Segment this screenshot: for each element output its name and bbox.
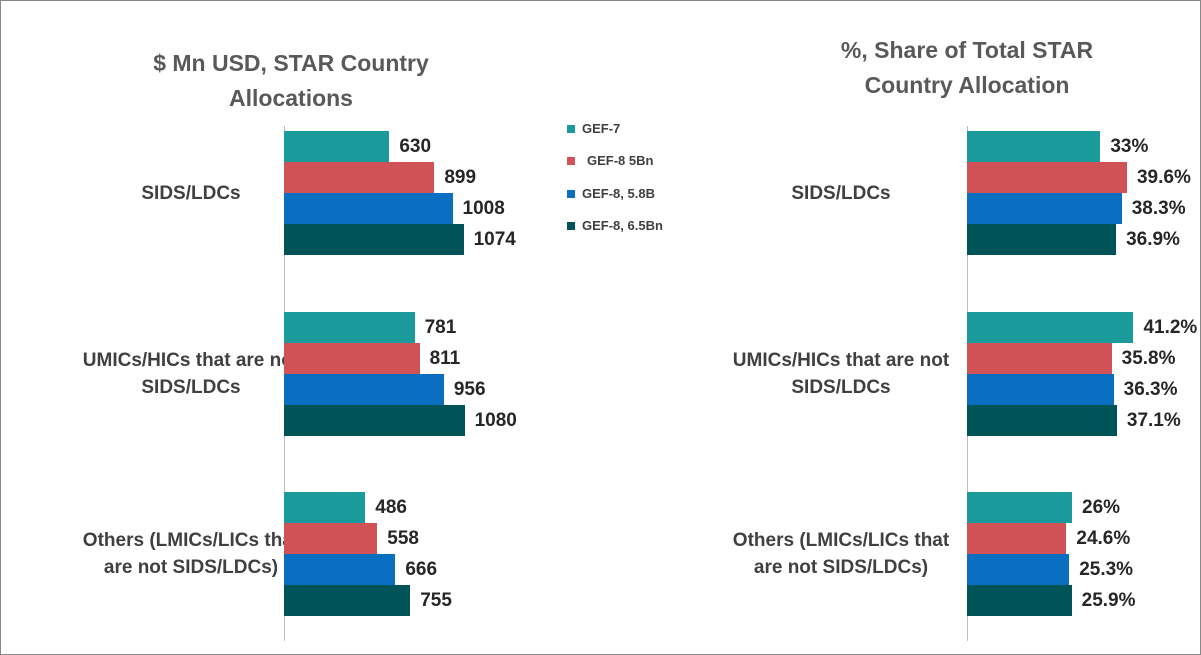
bar	[284, 193, 453, 224]
bar	[967, 374, 1114, 405]
bar	[284, 554, 396, 585]
value-label: 41.2%	[1143, 317, 1198, 338]
value-label: 899	[444, 167, 477, 188]
value-label: 36.9%	[1126, 229, 1180, 250]
bar	[284, 374, 444, 405]
bar	[284, 492, 366, 523]
bar	[967, 405, 1117, 436]
legend-label: GEF-8 5Bn	[587, 153, 654, 168]
value-label: 25.9%	[1081, 590, 1136, 611]
bar	[284, 585, 411, 616]
bar	[967, 312, 1134, 343]
value-label: 38.3%	[1131, 198, 1186, 219]
value-label: 811	[429, 348, 461, 369]
legend-label: GEF-8, 5.8B	[582, 186, 655, 201]
category-label: Others (LMICs/LICs that are not SIDS/LDC…	[82, 530, 300, 578]
chart-title: $ Mn USD, STAR Country Allocations	[153, 50, 429, 111]
value-label: 486	[375, 497, 407, 518]
bar	[967, 224, 1117, 255]
bar	[967, 162, 1127, 193]
legend-swatch	[567, 125, 575, 133]
bar	[967, 343, 1112, 374]
bar	[284, 405, 465, 436]
value-label: 755	[420, 590, 452, 611]
value-label: 1008	[462, 198, 505, 219]
value-label: 558	[387, 528, 419, 549]
legend-swatch	[567, 222, 575, 230]
category-label: Others (LMICs/LICs that are not SIDS/LDC…	[732, 530, 950, 578]
bar	[967, 193, 1122, 224]
value-label: 25.3%	[1079, 559, 1134, 580]
value-label: 781	[424, 317, 457, 338]
legend-label: GEF-7	[582, 121, 621, 136]
bar	[284, 343, 420, 374]
chart-title: %, Share of Total STAR Country Allocatio…	[840, 37, 1094, 98]
value-label: 39.6%	[1136, 167, 1191, 188]
value-label: 37.1%	[1126, 410, 1181, 431]
value-label: 666	[405, 559, 438, 580]
value-label: 630	[399, 136, 432, 157]
bar	[967, 131, 1101, 162]
value-label: 35.8%	[1121, 348, 1176, 369]
bar	[284, 162, 435, 193]
value-label: 26%	[1082, 497, 1121, 518]
category-label: SIDS/LDCs	[791, 182, 891, 204]
bar	[284, 224, 464, 255]
bar	[284, 312, 415, 343]
bar	[967, 554, 1070, 585]
bar	[284, 523, 378, 554]
value-label: 36.3%	[1123, 379, 1178, 400]
value-label: 24.6%	[1076, 528, 1131, 549]
legend-swatch	[567, 157, 575, 165]
value-label: 1074	[473, 229, 516, 250]
category-label: UMICs/HICs that are not SIDS/LDCs	[82, 350, 300, 398]
legend-swatch	[567, 190, 575, 198]
value-label: 956	[453, 379, 486, 400]
legend-label: GEF-8, 6.5Bn	[582, 218, 663, 233]
value-label: 1080	[474, 410, 517, 431]
bar	[967, 492, 1073, 523]
category-label: UMICs/HICs that are not SIDS/LDCs	[732, 350, 950, 398]
category-label: SIDS/LDCs	[141, 182, 241, 204]
value-label: 33%	[1110, 136, 1149, 157]
bar	[967, 523, 1067, 554]
bar	[967, 585, 1072, 616]
bar	[284, 131, 390, 162]
